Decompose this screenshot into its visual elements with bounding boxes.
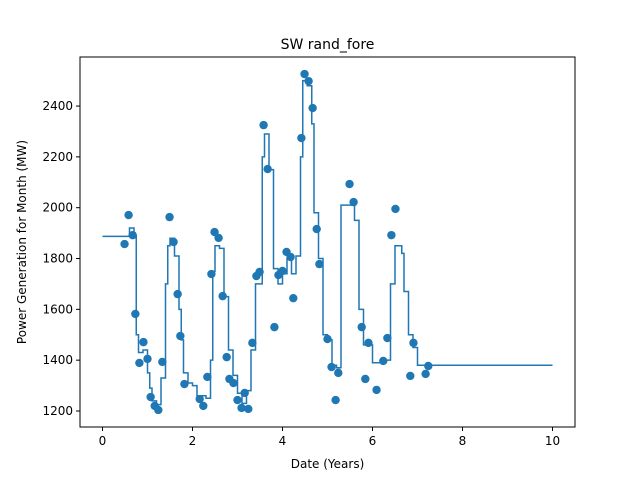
scatter-point (270, 322, 279, 332)
scatter-point (248, 338, 257, 348)
x-tick-label: 6 (369, 434, 377, 448)
scatter-point (173, 289, 182, 299)
scatter-point (135, 358, 144, 368)
scatter-point (222, 352, 231, 362)
scatter-point (308, 103, 317, 113)
scatter-point (379, 356, 388, 366)
y-tick-label: 1200 (42, 404, 73, 418)
scatter-point (244, 404, 253, 414)
scatter-point (387, 230, 396, 240)
scatter-point (421, 369, 430, 379)
x-tick-label: 2 (189, 434, 197, 448)
scatter-point (158, 357, 167, 367)
step-line (102, 79, 553, 406)
scatter-point (349, 197, 358, 207)
scatter-point (131, 309, 140, 319)
scatter-point (169, 237, 178, 247)
scatter-point (146, 392, 155, 402)
scatter-point (120, 239, 129, 249)
scatter-point (237, 403, 246, 413)
scatter-point (364, 338, 373, 348)
y-tick-label: 1400 (42, 353, 73, 367)
scatter-point (229, 378, 238, 388)
scatter-point (334, 368, 343, 378)
scatter-point (124, 210, 133, 220)
x-tick-label: 8 (459, 434, 467, 448)
x-tick-label: 4 (279, 434, 287, 448)
scatter-point (195, 394, 204, 404)
scatter-point (199, 401, 208, 411)
scatter-point (345, 179, 354, 189)
y-axis-label: Power Generation for Month (MW) (15, 140, 29, 344)
scatter-point (154, 405, 163, 415)
x-axis-label: Date (Years) (291, 457, 365, 471)
y-tick-label: 1600 (42, 302, 73, 316)
scatter-point (289, 293, 298, 303)
scatter-point (383, 333, 392, 343)
scatter-point (372, 385, 381, 395)
y-tick-label: 1800 (42, 252, 73, 266)
scatter-point (300, 69, 309, 79)
scatter-point (165, 212, 174, 222)
scatter-point (139, 337, 148, 347)
scatter-point (361, 374, 370, 384)
scatter-point (176, 331, 185, 341)
scatter-point (315, 259, 324, 269)
y-tick-label: 2400 (42, 99, 73, 113)
scatter-point (357, 322, 366, 332)
chart-title: SW rand_fore (281, 37, 375, 53)
plot-frame (79, 56, 576, 428)
scatter-point (259, 120, 268, 130)
scatter-point (180, 379, 189, 389)
scatter-point (391, 204, 400, 214)
y-tick-label: 2000 (42, 201, 73, 215)
scatter-point (312, 224, 321, 234)
scatter-point (203, 372, 212, 382)
scatter-point (297, 133, 306, 143)
scatter-point (331, 395, 340, 405)
scatter-point (424, 361, 433, 371)
scatter-point (210, 227, 219, 237)
scatter-point (406, 371, 415, 381)
y-tick-label: 2200 (42, 150, 73, 164)
scatter-point (214, 233, 223, 243)
scatter-point (233, 395, 242, 405)
x-tick-label: 10 (545, 434, 560, 448)
x-tick-label: 0 (99, 434, 107, 448)
